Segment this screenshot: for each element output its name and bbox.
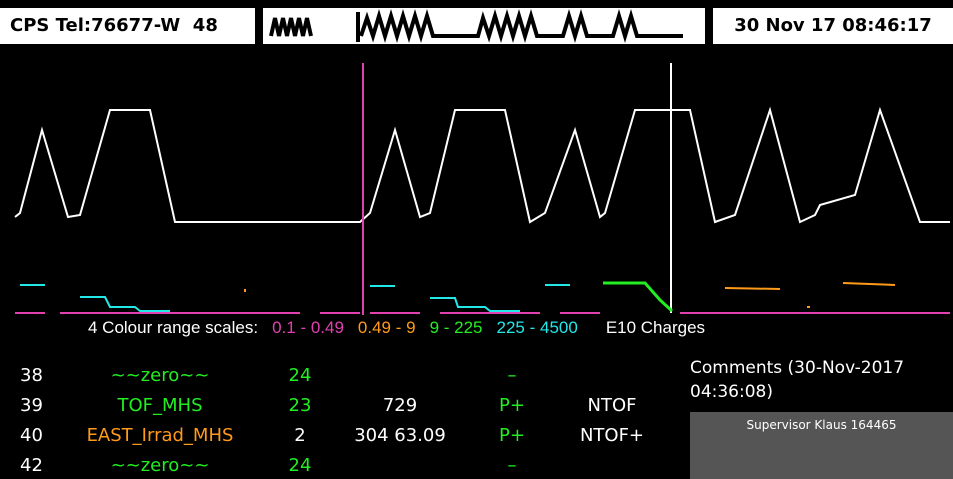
legend-unit: E10 Charges bbox=[605, 318, 706, 337]
cell-particle: – bbox=[507, 365, 517, 386]
cell-count: 2 bbox=[294, 425, 306, 446]
cycle-number: 48 bbox=[192, 15, 218, 36]
cell-user: EAST_Irrad_MHS bbox=[86, 425, 234, 446]
waveform-plot bbox=[14, 63, 950, 315]
header-title-box: CPS Tel:76677-W 48 bbox=[0, 8, 255, 44]
cell-particle: P+ bbox=[499, 425, 525, 446]
legend: 4 Colour range scales: 0.1 - 0.49 0.49 - 9… bbox=[88, 318, 719, 338]
cell-particle: P+ bbox=[499, 395, 525, 416]
comment-text: Supervisor Klaus 164465 bbox=[746, 418, 897, 432]
legend-range: 0.49 - 9 bbox=[357, 318, 416, 337]
cell-user: ~~zero~~ bbox=[110, 365, 210, 386]
cell-value: 729 bbox=[382, 395, 418, 416]
cell-destination: NTOF+ bbox=[579, 425, 645, 446]
cell-number: 39 bbox=[20, 395, 43, 416]
cell-user: TOF_MHS bbox=[117, 395, 203, 416]
datetime: 30 Nov 17 08:46:17 bbox=[734, 15, 932, 36]
datetime-box: 30 Nov 17 08:46:17 bbox=[713, 8, 953, 44]
cell-particle: – bbox=[507, 455, 517, 476]
title: CPS Tel:76677-W bbox=[10, 15, 181, 36]
mini-waveform bbox=[263, 8, 705, 44]
legend-range: 9 - 225 bbox=[429, 318, 483, 337]
comments-title: Comments (30-Nov-2017 04:36:08) bbox=[690, 358, 905, 402]
legend-range: 225 - 4500 bbox=[496, 318, 578, 337]
cell-number: 42 bbox=[20, 455, 43, 476]
legend-label: 4 Colour range scales: bbox=[88, 318, 259, 337]
cell-count: 24 bbox=[288, 365, 312, 386]
cell-user: ~~zero~~ bbox=[110, 455, 210, 476]
cell-number: 40 bbox=[20, 425, 43, 446]
cell-count: 24 bbox=[288, 455, 312, 476]
cell-value: 304 63.09 bbox=[354, 425, 446, 446]
cell-destination: NTOF bbox=[587, 395, 637, 416]
comments-box: Supervisor Klaus 164465 bbox=[690, 412, 953, 479]
cell-count: 23 bbox=[288, 395, 312, 416]
legend-range: 0.1 - 0.49 bbox=[272, 318, 344, 337]
cell-number: 38 bbox=[20, 365, 43, 386]
